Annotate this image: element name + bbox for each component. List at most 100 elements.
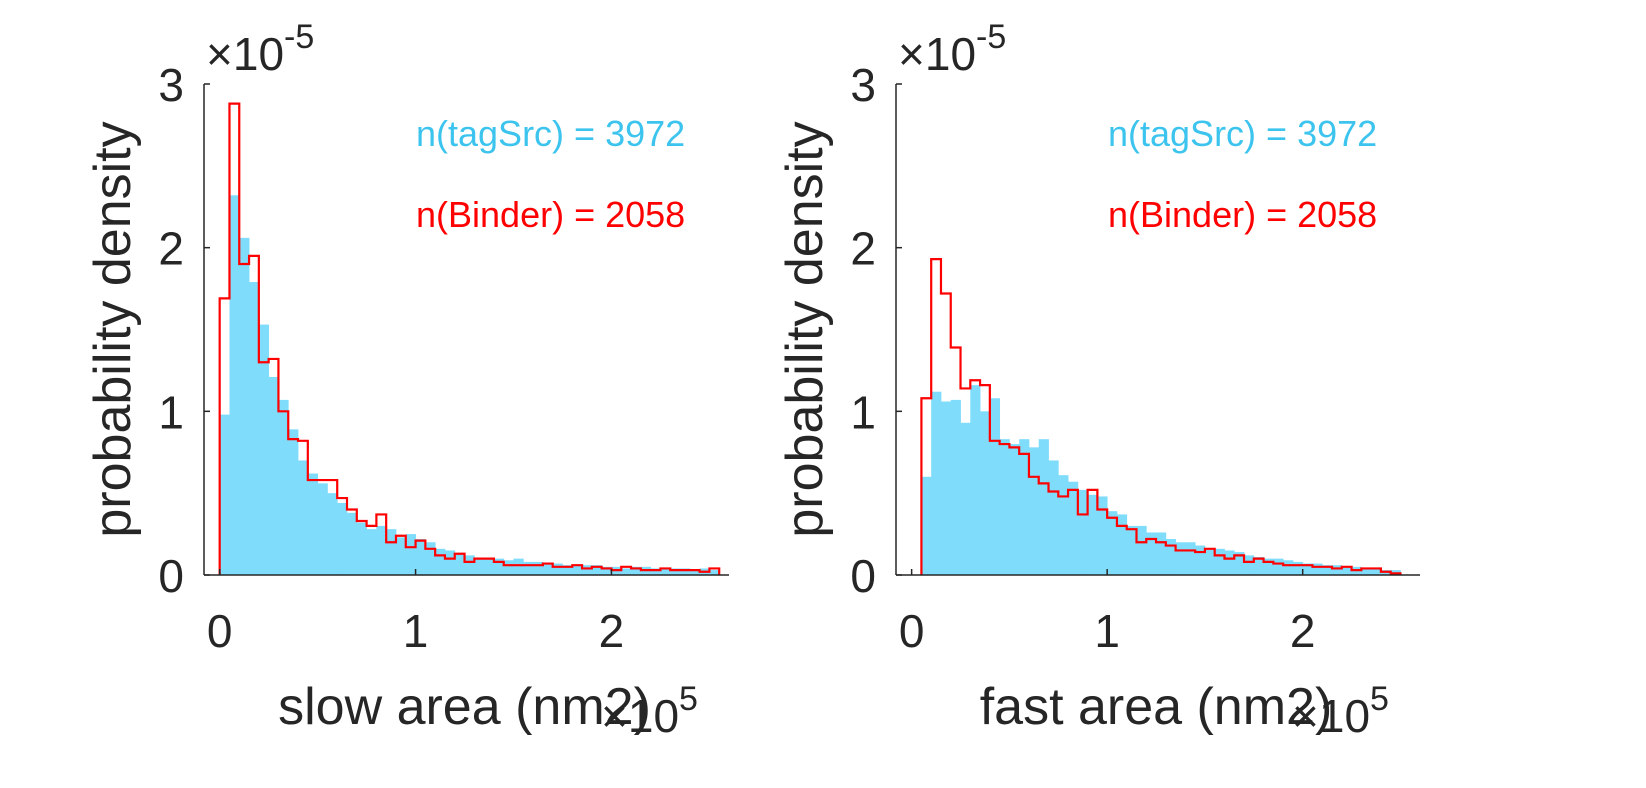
bar <box>1234 552 1245 575</box>
bar <box>347 512 358 575</box>
bar <box>1156 532 1167 575</box>
bar <box>1253 556 1264 575</box>
bar <box>1195 545 1206 575</box>
bar <box>288 429 299 575</box>
bar <box>582 565 593 575</box>
x-exponent-power: 5 <box>679 680 698 718</box>
bar <box>1107 511 1118 575</box>
bar <box>278 399 289 575</box>
bar <box>464 555 475 575</box>
bar <box>317 483 328 575</box>
bar <box>562 565 573 575</box>
bar <box>1341 566 1352 575</box>
bar <box>670 568 681 575</box>
y-exponent-power: -5 <box>284 18 314 56</box>
bar <box>621 568 632 575</box>
x-tick-label: 2 <box>599 605 625 657</box>
bar <box>660 568 671 575</box>
bar <box>386 529 397 575</box>
bar <box>1263 558 1274 575</box>
bar <box>970 385 981 575</box>
bar <box>268 376 279 575</box>
y-tick-label: 2 <box>158 223 184 275</box>
bar <box>709 570 720 575</box>
y-tick-label: 3 <box>850 59 876 111</box>
x-tick-label: 0 <box>207 605 233 657</box>
bar <box>1116 514 1128 575</box>
bar <box>1126 525 1137 575</box>
bar <box>1175 542 1186 575</box>
bar <box>980 411 991 575</box>
bar <box>395 537 407 575</box>
bar <box>1302 563 1313 575</box>
bar-series-tagSrc <box>921 385 1401 575</box>
bar <box>1087 494 1098 575</box>
bar <box>1146 532 1157 575</box>
bar <box>1185 542 1196 575</box>
bar <box>484 558 495 575</box>
bar <box>542 563 554 575</box>
bar <box>1292 561 1304 575</box>
bar <box>229 195 240 575</box>
bar <box>1009 444 1020 575</box>
y-exponent-base: ×10 <box>898 28 976 80</box>
bar <box>552 563 563 575</box>
x-exponent-base: ×10 <box>601 690 679 742</box>
y-tick-label: 1 <box>850 386 876 438</box>
bar <box>376 525 387 575</box>
bar <box>513 558 524 575</box>
bar <box>960 422 971 575</box>
bar-series-tagSrc <box>219 195 720 575</box>
bar <box>921 476 932 575</box>
bar <box>1077 489 1089 575</box>
x-axis-label: fast area (nm2) <box>980 678 1333 736</box>
annotation-binder-count: n(Binder) = 2058 <box>416 194 685 235</box>
bar <box>1361 568 1372 575</box>
bar <box>1019 439 1030 575</box>
x-tick-label: 0 <box>899 605 925 657</box>
bar <box>680 568 691 575</box>
x-exponent-label: ×105 <box>601 680 698 742</box>
bar <box>1097 496 1108 575</box>
x-tick-label: 2 <box>1290 605 1316 657</box>
bar <box>1165 538 1176 575</box>
bar <box>249 282 260 575</box>
annotation-tagsrc-count: n(tagSrc) = 3972 <box>416 113 685 154</box>
x-exponent-power: 5 <box>1370 680 1389 718</box>
bar <box>454 553 465 575</box>
x-exponent-base: ×10 <box>1292 690 1370 742</box>
bar <box>415 538 426 575</box>
bar <box>989 398 1001 575</box>
annotation-tagsrc-count: n(tagSrc) = 3972 <box>1108 113 1377 154</box>
bar <box>503 560 514 575</box>
bar <box>1068 481 1079 575</box>
bar <box>1058 475 1069 575</box>
bar <box>631 566 642 575</box>
bar <box>444 550 456 575</box>
bar <box>425 542 436 575</box>
bar <box>1028 447 1040 575</box>
stairs-series-Binder <box>218 102 721 575</box>
y-exponent-label: ×10-5 <box>898 18 1006 80</box>
bar <box>405 534 416 575</box>
bar <box>1273 558 1284 575</box>
bar <box>591 565 603 575</box>
bar <box>493 558 505 575</box>
x-tick-label: 1 <box>403 605 429 657</box>
bar <box>307 473 319 575</box>
x-exponent-label: ×105 <box>1292 680 1389 742</box>
bar <box>1224 550 1235 575</box>
bar <box>327 493 338 575</box>
bar <box>219 414 230 575</box>
bar <box>356 522 367 575</box>
stairs-series-Binder <box>920 258 1402 575</box>
bar <box>1283 560 1294 575</box>
bar <box>298 460 309 575</box>
y-tick-label: 3 <box>158 59 184 111</box>
bar <box>572 565 583 575</box>
y-tick-label: 2 <box>850 223 876 275</box>
y-tick-label: 1 <box>158 386 184 438</box>
bar <box>601 566 612 575</box>
bar <box>999 439 1010 575</box>
